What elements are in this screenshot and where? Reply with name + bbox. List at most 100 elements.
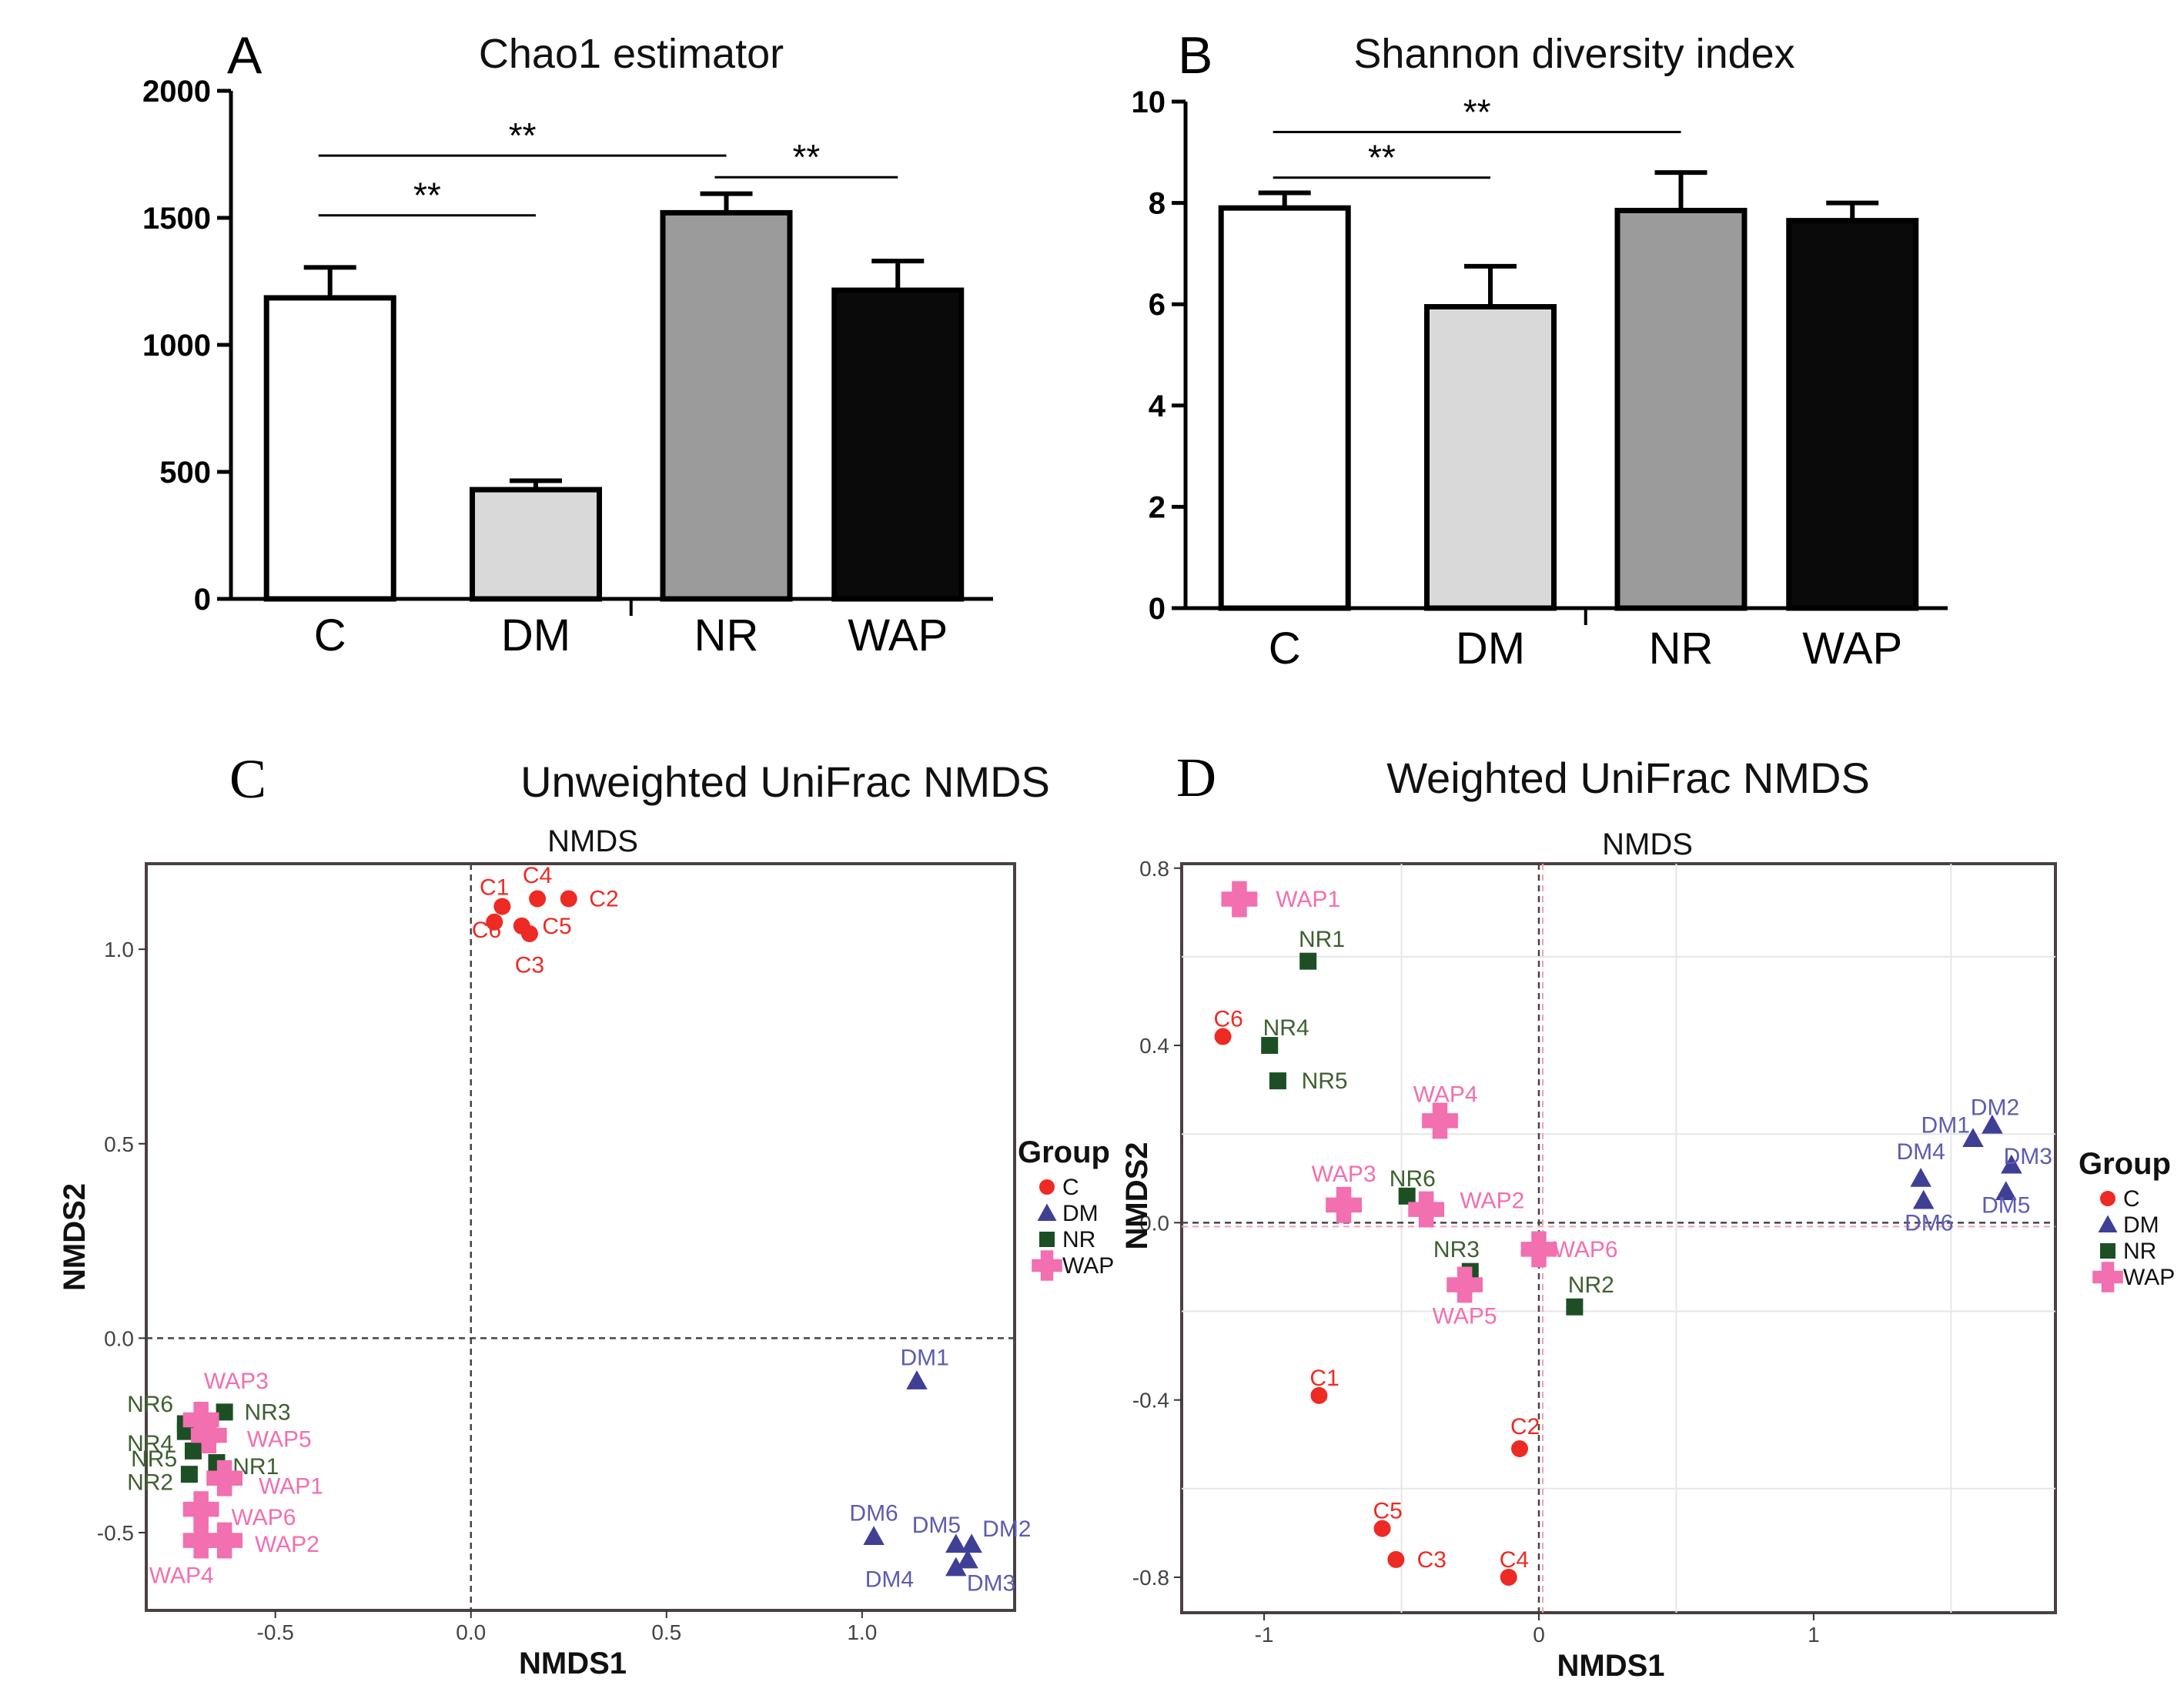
panel-d-x-axis-label: NMDS1 (1557, 1649, 1664, 1683)
panel-a-bar-dm (470, 487, 602, 602)
panel-c-plot-frame (145, 862, 1016, 1612)
panel-d-point-label-wap5: WAP5 (1433, 1303, 1497, 1329)
panel-d-point-label-c6: C6 (1213, 1007, 1243, 1032)
panel-c-point-label-nr4: NR4 (127, 1431, 173, 1456)
panel-c-point-dm2 (961, 1533, 982, 1553)
panel-d-point-label-nr5: NR5 (1302, 1068, 1348, 1094)
panel-b-category-label-dm: DM (1456, 624, 1525, 674)
panel-d-point-label-c3: C3 (1417, 1547, 1447, 1573)
panel-a-label: A (227, 26, 263, 85)
panel-d-legend-label-wap: WAP (2123, 1265, 2175, 1290)
panel-a-y-tick-label: 2000 (142, 75, 211, 109)
panel-c-point-label-c4: C4 (523, 863, 552, 888)
panel-c-point-label-nr5: NR5 (131, 1446, 177, 1472)
panel-c-point-label-dm6: DM6 (849, 1501, 898, 1526)
panel-d-y-axis-label: NMDS2 (1120, 1142, 1154, 1249)
panel-d-point-label-wap1: WAP1 (1276, 887, 1340, 912)
panel-d-legend-marker-nr (2100, 1243, 2115, 1259)
panel-c-title: Unweighted UniFrac NMDS (520, 757, 1050, 806)
panel-d-point-c6 (1214, 1028, 1232, 1045)
panel-d-y-tick-label: 0.8 (1139, 857, 1169, 881)
panel-d-point-wap3 (1326, 1186, 1362, 1223)
panel-d-point-label-dm1: DM1 (1921, 1113, 1970, 1139)
panel-c-legend-label-nr: NR (1062, 1227, 1095, 1252)
panel-d-plot-frame (1180, 862, 2057, 1614)
panel-c-x-tick-label: -0.5 (257, 1620, 294, 1644)
panel-c-point-label-wap5: WAP5 (247, 1427, 312, 1453)
panel-c-point-label-wap4: WAP4 (149, 1563, 214, 1589)
panel-d-point-nr6 (1398, 1187, 1416, 1205)
panel-a-bar-nr (660, 209, 793, 602)
panel-d-point-dm1 (1962, 1128, 1984, 1147)
panel-c-point-label-c1: C1 (480, 874, 509, 900)
panel-c-legend-label-dm: DM (1062, 1201, 1099, 1226)
panel-c-point-wap2 (206, 1522, 243, 1559)
panel-c-point-label-wap3: WAP3 (204, 1369, 269, 1394)
panel-d-point-nr4 (1261, 1037, 1279, 1055)
panel-d-scatter-chart: D Weighted UniFrac NMDS NMDS -1 0 1 -0.8 -0.4 0.… (1120, 747, 2175, 1683)
panel-a-title: Chao1 estimator (479, 31, 784, 77)
panel-d-point-wap5 (1447, 1266, 1483, 1303)
panel-b-y-tick-label: 4 (1149, 390, 1166, 423)
panel-d-x-tick-label: 1 (1808, 1623, 1820, 1647)
panel-c-point-label-dm2: DM2 (982, 1516, 1031, 1542)
panel-d-point-c2 (1511, 1440, 1529, 1457)
panel-d-legend-marker-dm (2098, 1215, 2118, 1232)
panel-a-significance-label: ** (413, 176, 441, 216)
panel-a-bar-c (263, 295, 396, 602)
panel-d-point-wap2 (1408, 1191, 1445, 1228)
panel-c-point-wap4 (182, 1522, 219, 1559)
panel-a-y-tick-label: 500 (159, 456, 211, 490)
panel-a-y-tick-label: 0 (194, 583, 211, 617)
panel-d-point-dm3 (2001, 1154, 2022, 1174)
panel-c-legend-marker-dm (1037, 1203, 1057, 1221)
panel-d-point-label-dm5: DM5 (1982, 1192, 2030, 1218)
panel-c-legend-marker-c (1039, 1179, 1055, 1195)
panel-d-y-tick-label: 0.0 (1139, 1211, 1169, 1235)
panel-b-bar-wap (1786, 218, 1919, 611)
panel-d-point-dm2 (1982, 1114, 2003, 1134)
panel-c-label: C (229, 748, 266, 810)
panel-c-point-label-c2: C2 (589, 886, 618, 911)
panel-b-category-label-wap: WAP (1802, 624, 1902, 674)
panel-a-category-label-wap: WAP (848, 610, 948, 660)
panel-c-point-label-dm4: DM4 (865, 1567, 914, 1593)
panel-d-point-nr2 (1566, 1298, 1584, 1316)
panel-d-x-tick-label: 0 (1533, 1623, 1545, 1647)
panel-d-point-label-dm3: DM3 (2004, 1144, 2052, 1169)
panel-d-point-label-dm6: DM6 (1905, 1210, 1953, 1236)
panel-c-point-nr2 (180, 1466, 198, 1483)
panel-c-point-label-nr2: NR2 (127, 1470, 173, 1495)
panel-d-legend-marker-wap (2092, 1262, 2123, 1292)
panel-d-label: D (1176, 747, 1216, 808)
panel-d-y-tick-label: 0.4 (1139, 1034, 1169, 1058)
panel-d-point-wap1 (1221, 881, 1258, 918)
panel-c-point-label-nr6: NR6 (127, 1392, 173, 1417)
panel-d-point-label-nr2: NR2 (1568, 1272, 1614, 1298)
panel-c-legend-label-wap: WAP (1062, 1253, 1114, 1279)
panel-d-point-label-wap4: WAP4 (1413, 1082, 1478, 1107)
panel-c-point-nr5 (184, 1442, 202, 1460)
panel-c-point-dm3 (957, 1549, 978, 1569)
panel-c-point-label-c6: C6 (472, 918, 501, 943)
panel-c-legend-marker-wap (1032, 1250, 1062, 1281)
panel-d-legend-marker-c (2100, 1191, 2115, 1206)
panel-c-legend-label-c: C (1062, 1175, 1079, 1200)
panel-b-y-tick-label: 10 (1132, 85, 1166, 119)
panel-c-point-dm1 (906, 1370, 928, 1389)
panel-d-legend-label-nr: NR (2123, 1239, 2156, 1264)
panel-c-scatter-chart: C Unweighted UniFrac NMDS NMDS -0.5 0.0 0.5 1.… (58, 748, 1114, 1680)
panel-c-point-c6 (486, 913, 503, 931)
panel-a-bar-chart: A Chao1 estimator 0 500 1000 1500 2000 C DM NR WAP… (142, 26, 993, 660)
panel-b-bar-chart: B Shannon diversity index 0 2 4 6 8 10 C DM NR WAP *… (1132, 26, 1948, 674)
panel-c-point-c2 (560, 890, 577, 908)
panel-c-point-label-dm3: DM3 (967, 1571, 1015, 1597)
panel-a-y-tick-label: 1000 (142, 329, 211, 363)
panel-c-y-tick-label: 0.5 (104, 1132, 134, 1156)
panel-d-point-dm6 (1912, 1189, 1935, 1209)
panel-c-y-tick-label: -0.5 (97, 1521, 134, 1545)
panel-a-significance-label: ** (509, 115, 537, 155)
panel-c-point-label-wap2: WAP2 (255, 1532, 319, 1557)
